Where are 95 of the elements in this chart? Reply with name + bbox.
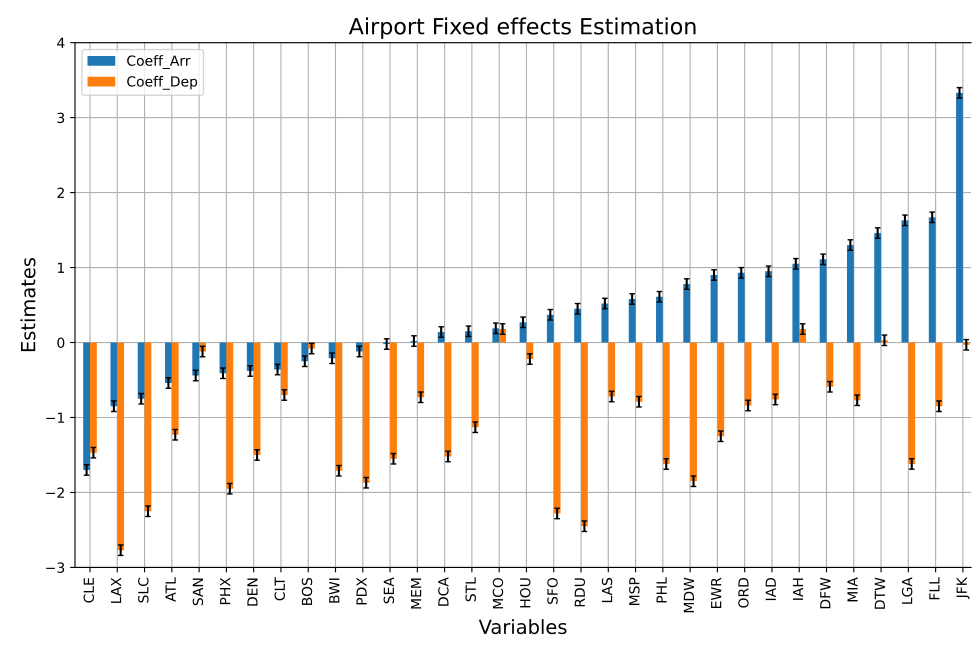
bar: [683, 284, 690, 343]
bar: [390, 342, 397, 459]
bar: [826, 342, 834, 387]
bar: [165, 342, 172, 384]
x-tick-label: MEM: [411, 578, 422, 609]
x-tick-label: SLC: [138, 578, 149, 602]
bar: [362, 342, 370, 483]
bar: [83, 342, 90, 470]
bar: [854, 342, 861, 400]
x-tick-label: JFK: [956, 576, 970, 600]
x-tick-label: FLL: [929, 577, 940, 600]
bar: [738, 272, 745, 343]
legend-label: Coeff_Dep: [127, 76, 198, 90]
bar: [656, 296, 663, 343]
x-tick-label: CLT: [274, 577, 285, 600]
x-tick-label: SEA: [384, 577, 394, 604]
x-tick-label: MIA: [847, 577, 858, 602]
legend-label: Coeff_Arr: [127, 55, 191, 69]
bar: [772, 342, 779, 400]
y-tick-label: −1: [46, 412, 64, 423]
bar: [792, 264, 800, 343]
x-tick-label: IAD: [766, 578, 776, 600]
x-tick-label: BOS: [302, 578, 312, 605]
x-tick-label: DCA: [438, 577, 449, 606]
x-tick-label: LAX: [110, 578, 122, 603]
bar: [220, 342, 226, 374]
y-tick-label: 1: [58, 262, 64, 273]
bar: [820, 259, 827, 343]
bar: [902, 220, 908, 343]
x-tick-label: PHL: [656, 577, 667, 602]
x-tick-label: LAS: [602, 578, 612, 602]
bar: [417, 342, 424, 398]
bar: [744, 342, 752, 406]
bar: [254, 342, 260, 455]
x-tick-label: EWR: [711, 578, 722, 608]
bar: [608, 342, 616, 397]
bar: [936, 342, 942, 406]
y-tick-label: 0: [57, 337, 64, 348]
bar: [226, 342, 234, 489]
bar: [601, 304, 608, 343]
bar: [444, 342, 452, 456]
x-tick-label: MDW: [684, 578, 694, 612]
bar: [138, 342, 145, 399]
bar: [280, 342, 288, 396]
x-tick-label: MCO: [492, 578, 504, 608]
bar: [172, 342, 179, 435]
x-tick-label: DEN: [247, 578, 258, 606]
bar: [710, 275, 718, 343]
bar: [144, 342, 152, 512]
y-axis-title: Estimates: [20, 258, 36, 352]
bar: [874, 233, 882, 343]
bar: [554, 342, 561, 514]
bar: [274, 342, 281, 370]
bar: [765, 271, 772, 343]
bar: [662, 342, 670, 464]
bar: [717, 342, 724, 436]
y-tick-label: 3: [58, 112, 64, 124]
x-tick-label: PHX: [220, 578, 230, 604]
x-tick-label: LGA: [902, 577, 912, 604]
x-tick-label: DFW: [820, 578, 830, 608]
x-tick-label: RDU: [574, 578, 586, 606]
bar: [956, 92, 963, 343]
y-tick-label: −2: [46, 487, 64, 498]
bar: [546, 314, 554, 343]
bar: [928, 217, 936, 343]
bar: [690, 342, 697, 482]
bar: [192, 342, 200, 376]
chart-title: Airport Fixed effects Estimation: [348, 17, 696, 39]
y-tick-label: 4: [57, 38, 64, 48]
x-tick-label: MSP: [629, 578, 640, 605]
x-tick-label: SAN: [192, 578, 204, 606]
x-tick-label: IAH: [792, 578, 804, 600]
bar: [110, 342, 118, 406]
bar: [472, 342, 479, 428]
x-tick-label: STL: [465, 577, 476, 602]
x-tick-label: SFO: [547, 578, 558, 604]
x-tick-label: HOU: [520, 578, 530, 608]
y-tick-label: −3: [46, 562, 64, 573]
bar: [628, 299, 636, 343]
bar: [117, 342, 124, 550]
bar: [336, 342, 342, 471]
bar: [581, 342, 588, 526]
x-tick-label: ORD: [738, 578, 749, 608]
x-tick-label: CLE: [84, 578, 94, 603]
bar: [90, 342, 97, 453]
x-tick-label: BWI: [329, 578, 340, 603]
bar: [574, 308, 582, 343]
x-tick-label: DTW: [874, 578, 885, 609]
bar: [908, 342, 916, 464]
x-tick-label: PDX: [356, 578, 367, 604]
x-tick-label: ATL: [166, 577, 176, 602]
x-axis-title: Variables: [478, 619, 567, 634]
bar: [636, 342, 642, 402]
y-tick-label: 2: [57, 188, 64, 198]
bar: [846, 245, 854, 343]
